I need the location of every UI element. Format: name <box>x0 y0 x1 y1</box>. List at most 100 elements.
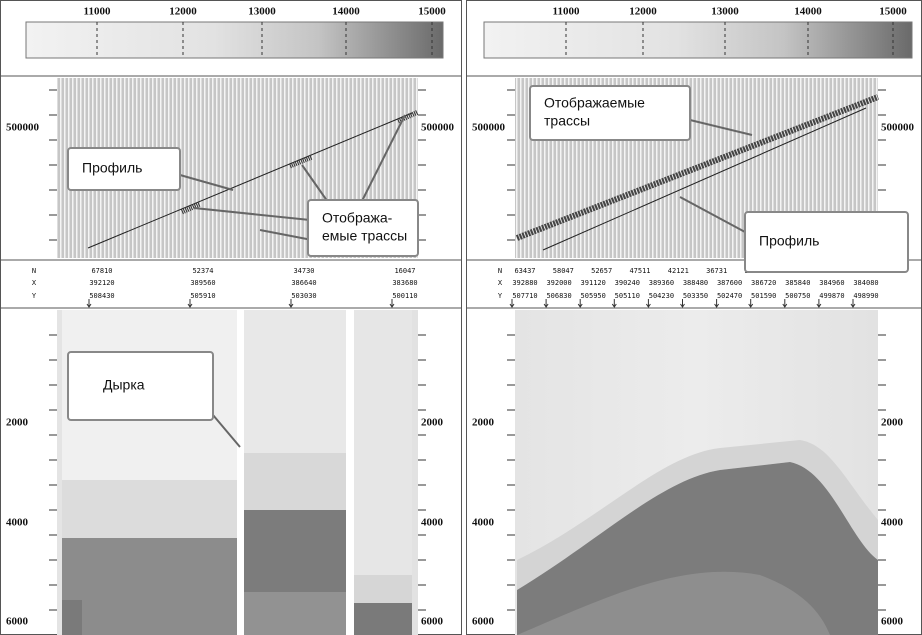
callout-text: Профиль <box>82 160 142 176</box>
profile-line <box>542 107 867 251</box>
header-value: 504230 <box>649 292 674 300</box>
section-layer <box>244 592 346 635</box>
section-layer <box>244 453 346 510</box>
callout-text: Профиль <box>759 233 819 249</box>
header-value: 383680 <box>392 279 417 287</box>
colorbar-tick-label: 15000 <box>879 6 907 18</box>
trace-arrow <box>577 299 583 308</box>
header-row-label: Y <box>498 292 503 300</box>
map-y-label: 500000 <box>881 122 915 134</box>
header-row-label: N <box>32 267 36 275</box>
header-value: 385840 <box>785 279 810 287</box>
header-value: 390240 <box>615 279 640 287</box>
section-layer <box>244 510 346 592</box>
header-value: 52657 <box>591 267 612 275</box>
header-value: 36731 <box>706 267 727 275</box>
section-layer <box>354 603 412 635</box>
trace-arrow <box>86 299 92 308</box>
depth-label: 2000 <box>472 417 495 429</box>
gap <box>237 310 244 635</box>
colorbar-tick-label: 12000 <box>629 6 657 18</box>
trace-arrow <box>645 299 651 308</box>
depth-label: 4000 <box>421 517 444 529</box>
header-value: 47511 <box>629 267 650 275</box>
profile-line <box>87 112 413 249</box>
depth-label: 4000 <box>6 517 29 529</box>
header-value: 498990 <box>853 292 878 300</box>
trace-arrow <box>509 299 515 308</box>
colorbar-tick-label: 13000 <box>248 6 276 18</box>
callout-leader <box>212 414 241 448</box>
callout-leader <box>359 114 406 206</box>
depth-label: 6000 <box>6 616 29 628</box>
trace-arrow <box>389 299 395 308</box>
colorbar-tick-label: 14000 <box>794 6 822 18</box>
horizon-light <box>517 440 878 590</box>
section-layer <box>354 310 412 575</box>
colorbar-tick-label: 11000 <box>553 6 580 18</box>
map-y-label: 500000 <box>6 122 40 134</box>
header-value: 501590 <box>751 292 776 300</box>
header-value: 387600 <box>717 279 742 287</box>
colorbar-tick-label: 11000 <box>84 6 111 18</box>
callout-leader <box>679 196 746 233</box>
colorbar <box>25 21 444 59</box>
section-layer <box>354 575 412 603</box>
header-value: 507710 <box>512 292 537 300</box>
header-value: 389360 <box>649 279 674 287</box>
depth-label: 4000 <box>472 517 495 529</box>
trace-arrow <box>187 299 193 308</box>
colorbar-tick-label: 13000 <box>711 6 739 18</box>
header-value: 500110 <box>392 292 417 300</box>
header-value: 63437 <box>514 267 535 275</box>
traces <box>396 109 420 124</box>
header-row-label: Y <box>32 292 37 300</box>
callout-box <box>307 199 419 257</box>
traces <box>515 94 880 241</box>
header-value: 508430 <box>89 292 114 300</box>
callout-box <box>67 351 214 421</box>
header-value: 388480 <box>683 279 708 287</box>
trace-arrow <box>680 299 685 308</box>
header-value: 503030 <box>291 292 316 300</box>
callout-text: Дырка <box>103 377 145 393</box>
callout-leader <box>301 164 331 206</box>
header-value: 500750 <box>785 292 810 300</box>
trace-arrow <box>782 299 788 308</box>
trace-arrow <box>288 299 294 308</box>
header-value: 392000 <box>546 279 571 287</box>
section-layer <box>244 310 346 453</box>
header-value: 505910 <box>190 292 215 300</box>
depth-label: 2000 <box>881 417 904 429</box>
callout-box <box>67 147 181 191</box>
depth-label: 2000 <box>421 417 444 429</box>
header-value: 42121 <box>668 267 689 275</box>
trace-arrow <box>611 299 617 308</box>
depth-label: 2000 <box>6 417 29 429</box>
colorbar-tick-label: 12000 <box>169 6 197 18</box>
trace-arrow <box>816 299 822 308</box>
section-layer <box>62 600 82 635</box>
callout-leader <box>179 174 234 191</box>
gap <box>346 310 354 635</box>
callout-leader <box>193 207 311 221</box>
callout-text: емые трассы <box>322 228 407 244</box>
callout-text: трассы <box>544 113 590 129</box>
callout-box <box>529 85 691 141</box>
traces <box>180 201 202 215</box>
depth-label: 6000 <box>421 616 444 628</box>
callout-text: Отобража- <box>322 210 393 226</box>
header-value: 505950 <box>581 292 606 300</box>
header-value: 384960 <box>819 279 844 287</box>
depth-label: 4000 <box>881 517 904 529</box>
map-y-label: 500000 <box>421 122 455 134</box>
header-row-label: X <box>32 279 37 287</box>
header-value: 389560 <box>190 279 215 287</box>
section-layer <box>62 538 237 635</box>
depth-label: 6000 <box>472 616 495 628</box>
header-value: 384080 <box>853 279 878 287</box>
header-value: 502470 <box>717 292 742 300</box>
header-row-label: X <box>498 279 503 287</box>
header-value: 386640 <box>291 279 316 287</box>
